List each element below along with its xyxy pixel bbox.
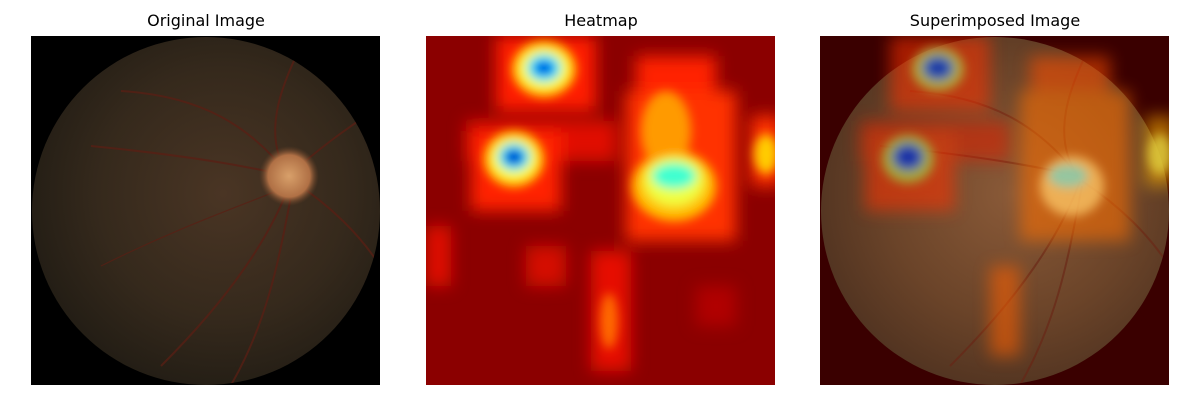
heatmap-image bbox=[426, 36, 775, 385]
superimposed-panel: Superimposed Image bbox=[820, 0, 1170, 400]
superimposed-title: Superimposed Image bbox=[909, 11, 1081, 30]
original-image-title: Original Image bbox=[147, 11, 265, 30]
heatmap-title: Heatmap bbox=[564, 11, 638, 30]
heatmap-panel: Heatmap bbox=[426, 0, 776, 400]
superimposed-image bbox=[820, 36, 1169, 385]
original-image-panel: Original Image bbox=[31, 0, 381, 400]
original-fundus-image bbox=[31, 36, 380, 385]
